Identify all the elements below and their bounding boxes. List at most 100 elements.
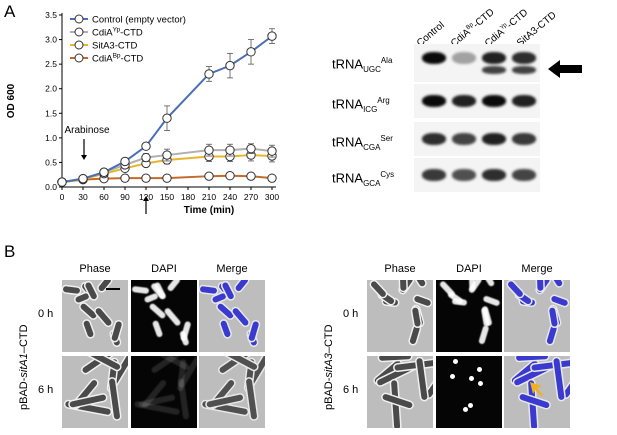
bacterial-cell: [97, 280, 112, 293]
blot-band: [452, 169, 476, 181]
bacterial-cell: [550, 280, 564, 288]
blot-band: [452, 133, 476, 145]
bacterial-cell: [219, 320, 232, 339]
microscopy-image: [199, 280, 265, 352]
blot-band: [482, 95, 506, 107]
microscopy-image: [62, 356, 128, 428]
legend-entry: Control (empty vector): [92, 15, 186, 26]
data-point: [99, 167, 109, 177]
microscopy-grid-left: Phase DAPI Merge 0 h 6 h pBAD-sitA1–CTD: [0, 258, 300, 435]
bacterial-cell: [111, 320, 123, 342]
data-point: [204, 145, 214, 155]
microscopy-image: [367, 280, 433, 352]
blot-band: [482, 52, 506, 64]
blot-band: [422, 133, 446, 145]
legend-marker: [74, 27, 84, 37]
blot-band: [512, 52, 536, 64]
x-tick-label: 210: [202, 192, 216, 202]
data-point: [141, 141, 151, 151]
bacterial-cell: [109, 378, 121, 420]
construct-label: pBAD-sitA3–CTD: [323, 324, 335, 410]
row-header: 0 h: [38, 308, 54, 320]
microscopy-image: [436, 280, 502, 352]
bacterial-cell: [378, 356, 412, 361]
data-point: [162, 173, 172, 183]
x-tick-label: 90: [120, 192, 130, 202]
blot-band: [422, 95, 446, 107]
data-point: [204, 171, 214, 181]
blot-band: [452, 52, 476, 64]
nucleoid-spot: [467, 402, 473, 408]
bacterial-cell: [211, 292, 227, 304]
x-tick-label: 240: [223, 192, 237, 202]
blot-band: [422, 169, 446, 181]
x-tick-label: 150: [160, 192, 174, 202]
arabinose-annotation: Arabinose: [64, 125, 109, 136]
legend-entry: CdiABp-CTD: [92, 53, 143, 65]
x-tick-label: 30: [78, 192, 88, 202]
bacterial-cell: [143, 292, 159, 304]
band-arrow-icon: [548, 60, 582, 83]
growth-curve-chart: 03060901201501802102402703000.00.51.01.5…: [6, 10, 279, 215]
data-point: [120, 173, 130, 183]
x-axis-label: Time (min): [184, 205, 234, 215]
column-header: DAPI: [456, 263, 482, 275]
blot-band: [482, 169, 506, 181]
blot-band: [512, 95, 536, 107]
bacterial-cell: [482, 280, 496, 288]
row-header: 6 h: [343, 384, 359, 396]
y-tick-label: 2.5: [45, 59, 57, 69]
blot-strip: [414, 158, 540, 192]
bacterial-cell: [468, 280, 476, 292]
microscopy-image: [436, 356, 502, 428]
data-point: [162, 150, 172, 160]
bacterial-cell: [399, 280, 407, 292]
bacterial-cell: [180, 320, 192, 342]
bacterial-cell: [151, 320, 164, 339]
data-point: [162, 113, 172, 123]
bacterial-cell: [515, 356, 549, 361]
trna-row-label: tRNACGASer: [332, 134, 393, 152]
trna-row-label: tRNAUGCAla: [332, 56, 393, 74]
legend-marker: [74, 14, 84, 24]
x-tick-label: 300: [265, 192, 279, 202]
blot-strip: [414, 44, 540, 82]
construct-label: pBAD-sitA1–CTD: [18, 324, 30, 410]
x-tick-label: 0: [60, 192, 65, 202]
row-header: 6 h: [38, 384, 54, 396]
x-tick-label: 270: [244, 192, 258, 202]
blot-strip: [414, 122, 540, 156]
column-header: Merge: [521, 263, 553, 275]
x-tick-label: 60: [99, 192, 109, 202]
nucleoid-spot: [452, 358, 458, 364]
bacterial-cell: [178, 378, 190, 420]
data-point: [141, 173, 151, 183]
panel-a-letter: A: [4, 2, 16, 21]
blot-band: [512, 66, 536, 74]
bacterial-cell: [62, 286, 81, 295]
microscopy-grid-right: Phase DAPI Merge 0 h 6 h pBAD-sitA3–CTD: [305, 258, 617, 435]
bacterial-cell: [74, 292, 90, 304]
microscopy-image: [131, 356, 197, 428]
blot-band: [512, 133, 536, 145]
arabinose-arrowhead: [81, 155, 87, 160]
data-point: [267, 146, 277, 156]
data-point: [225, 145, 235, 155]
bacterial-cell: [82, 320, 95, 339]
bacterial-cell: [546, 325, 558, 346]
nucleoid-spot: [477, 380, 483, 386]
bacterial-cell: [163, 307, 183, 328]
arrow-icon: [530, 382, 544, 401]
column-header: DAPI: [151, 263, 177, 275]
data-point: [246, 171, 256, 181]
bacterial-cell: [413, 280, 427, 288]
bacterial-cell: [199, 286, 218, 295]
data-point: [267, 31, 277, 41]
bacterial-cell: [166, 280, 181, 293]
microscopy-image: [62, 280, 128, 352]
bacterial-cell: [231, 307, 251, 328]
row-header: 0 h: [343, 308, 359, 320]
data-point: [246, 47, 256, 57]
y-tick-label: 0.5: [45, 157, 57, 167]
data-point: [267, 173, 277, 183]
